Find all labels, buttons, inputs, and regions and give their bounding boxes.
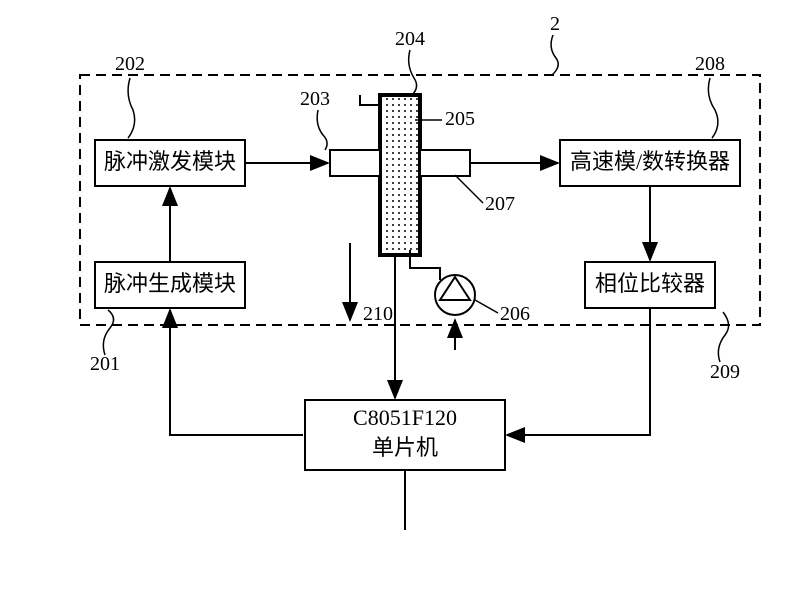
arrow-mcu-201 <box>170 310 303 435</box>
ref-209: 209 <box>710 361 740 383</box>
ref-204: 204 <box>395 28 425 50</box>
lead-207 <box>455 175 483 203</box>
lead-208 <box>708 78 718 138</box>
ref-201: 201 <box>90 353 120 375</box>
ref-203: 203 <box>300 88 330 110</box>
pump-icon <box>435 275 475 315</box>
lead-209 <box>718 312 728 362</box>
lead-2 <box>551 35 558 75</box>
label-pulse-trigger: 脉冲激发模块 <box>104 149 236 174</box>
arrow-209-mcu <box>507 308 650 435</box>
lead-203 <box>317 110 327 150</box>
lead-206 <box>475 300 498 313</box>
sensor-top-pipe <box>360 95 380 105</box>
ref-208: 208 <box>695 53 725 75</box>
ref-206: 206 <box>500 303 530 325</box>
label-mcu-l2: 单片机 <box>372 435 438 460</box>
lead-202 <box>128 78 135 138</box>
ref-2: 2 <box>550 13 560 35</box>
label-phase-cmp: 相位比较器 <box>595 271 705 296</box>
label-pulse-gen: 脉冲生成模块 <box>104 271 236 296</box>
ref-207: 207 <box>485 193 515 215</box>
sensor-right-stub <box>420 150 470 176</box>
sensor-left-stub <box>330 150 380 176</box>
ref-202: 202 <box>115 53 145 75</box>
sensor-body <box>380 95 420 255</box>
ref-205: 205 <box>445 108 475 130</box>
label-mcu-l1: C8051F120 <box>353 405 457 430</box>
label-adc: 高速模/数转换器 <box>570 149 730 174</box>
lead-204 <box>409 50 417 95</box>
ref-210: 210 <box>363 303 393 325</box>
lead-201 <box>103 310 113 355</box>
block-diagram: 2 脉冲激发模块 脉冲生成模块 高速模/数转换器 相位比较器 C8051F120… <box>0 0 800 598</box>
